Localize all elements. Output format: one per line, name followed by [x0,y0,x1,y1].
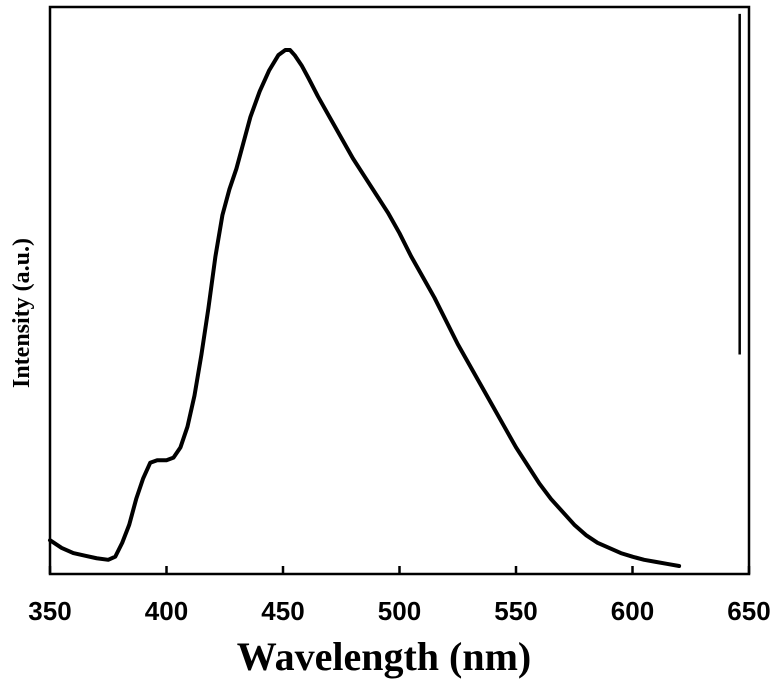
x-tick-label-500: 500 [378,596,421,626]
x-tick-label-350: 350 [28,596,71,626]
chart: 350 400 450 500 550 600 650 Wavelength (nm) In… [0,0,782,689]
y-axis-label: Intensity (a.u.) [9,238,35,388]
x-tick-label-600: 600 [611,596,654,626]
series-line [50,50,679,566]
x-axis-label: Wavelength (nm) [237,634,531,679]
x-tick-label-400: 400 [145,596,188,626]
x-tick-label-550: 550 [494,596,537,626]
x-axis-tick-labels: 350 400 450 500 550 600 650 [28,596,770,626]
x-tick-label-450: 450 [261,596,304,626]
plot-frame [50,7,749,574]
x-tick-label-650: 650 [727,596,770,626]
